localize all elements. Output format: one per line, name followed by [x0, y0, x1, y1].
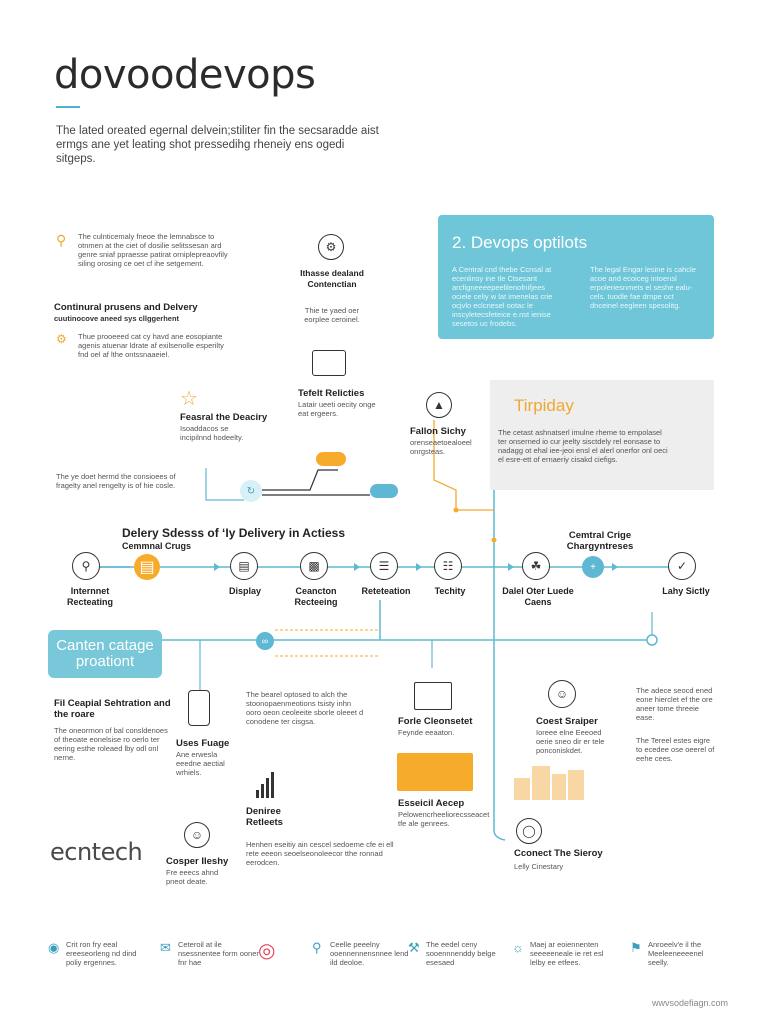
- list-icon: ☰: [370, 552, 398, 580]
- clipboard-check-icon: ✓: [668, 552, 696, 580]
- banner-sub: Pelowencrheeliorecsseacet tfe ale genree…: [398, 810, 490, 828]
- banner-label: Esseicil Aecep: [398, 798, 465, 809]
- orange-banner: [397, 753, 473, 791]
- target-icon: ◎: [258, 940, 276, 962]
- user-text: Ioreee elne Eeeoed oerie sneo dir er tel…: [536, 728, 605, 755]
- node-label-7: Dalel Oter Luede Caens: [502, 586, 574, 607]
- document-icon: ▤: [230, 552, 258, 580]
- lower-center-bottom-text: Henhen eseitiy ain cescel sedoeme cfe ei…: [246, 840, 394, 867]
- pipeline-right-title: Cemtral Crige: [568, 530, 632, 541]
- eye-icon: ◉: [48, 940, 60, 955]
- forle-label: Forle Cleonsetet: [398, 716, 473, 727]
- lower-right-text1: The adece seocd ened eone hierclet ef th…: [636, 686, 713, 722]
- node-label-5: Reteteation: [361, 586, 411, 596]
- lower-center-text: The bearel optosed to alch the stoonopae…: [246, 690, 364, 726]
- pin-icon: ⚲: [56, 232, 67, 248]
- left-block4-text: The ye doet hermd the consioees of frage…: [56, 472, 176, 490]
- bar-chart-icon: [256, 772, 276, 798]
- tirpiday-text: The cetast ashnatserl imulne rheme to em…: [498, 428, 668, 464]
- devops-heading: 2. Devops optilots: [452, 233, 588, 252]
- brand-logo: ecntech: [50, 838, 143, 866]
- stage-box: Canten catage proationt: [48, 630, 162, 678]
- tag-icon: ⚑: [630, 940, 642, 955]
- footer-text: Ceteroil at ile nsessnentee form ooner f…: [178, 940, 259, 967]
- lower-left-title: Fil Ceapial Sehtration and the roare: [54, 698, 171, 720]
- cloud-icon: [316, 452, 346, 466]
- left-block1-text: The culnticemaly fneoe the lemnabsce to …: [78, 232, 228, 268]
- left-block2-sub: cuutinocove aneed sys cllggerhent: [54, 314, 180, 323]
- node-label-9: Lahy Sictly: [662, 586, 710, 596]
- person-icon: ☺: [184, 822, 210, 848]
- phone-label: Uses Fuage: [176, 738, 230, 749]
- tirpiday-box: Tirpiday The cetast ashnatserl imulne rh…: [490, 380, 714, 490]
- page-title: dovoodevops: [54, 52, 316, 98]
- node-label-1: Internnet Recteating: [66, 586, 113, 607]
- server-icon: [312, 350, 346, 376]
- forle-sub: Feynde eeaaton.: [398, 728, 455, 737]
- pipeline-title: Delery Sdesss of ‘Iy Delivery in Actiess: [122, 526, 346, 540]
- user-label: Coest Sraiper: [536, 716, 598, 727]
- footer-text: Ceelle peeelny ooennennensnnee lend ild …: [330, 940, 409, 967]
- pipeline-right-sub: Chargyntreses: [566, 541, 634, 552]
- lower-right-text2: The Tereel estes eigre to ecedee ose oee…: [636, 736, 715, 763]
- plant-icon: ☘: [522, 552, 550, 580]
- left-block3-text: Thue prooeeed cat cy havd ane eosopiante…: [78, 332, 224, 359]
- icon2-sub: Latair ueeti oecity onge eat ergeers.: [298, 400, 376, 418]
- cloud-icon: [370, 484, 398, 498]
- node-label-4: Ceancton Recteeing: [294, 586, 338, 607]
- globe-sub: Lelly Cinestary: [514, 862, 564, 871]
- star-icon: ☆: [180, 388, 198, 410]
- icon1-sub: Thie te yaed oer eorplee ceroinel.: [304, 306, 360, 324]
- devops-text-right: The legal Engar lesine is cahcle acoe an…: [590, 265, 696, 310]
- left-block2-title: Continural prusens and Delvery: [54, 302, 198, 313]
- feature-label: Feasral the Deaciry: [180, 412, 268, 423]
- globe-icon: ◯: [516, 818, 542, 844]
- sync-icon: ↻: [240, 480, 262, 502]
- dashboard-icon: [414, 682, 452, 710]
- user-icon: ☺: [548, 680, 576, 708]
- person-sub: Fre eeecs ahnd pneot deate.: [166, 868, 219, 886]
- footer-url[interactable]: wwvsodefiagn.com: [651, 998, 728, 1008]
- pipeline-subtitle: Cemmnal Crugs: [122, 541, 192, 551]
- follow-sub: orenseaetoealoeel onrgsteas.: [410, 438, 472, 456]
- feature-sub: Isoaddacos se incipilnnd hodeelty.: [180, 424, 244, 442]
- calendar-icon: ▤: [134, 554, 160, 580]
- gear-icon: ⚙: [56, 332, 67, 346]
- icon2-label: Tefelt Relicties: [298, 388, 365, 399]
- footer-text: Anroeelv'e il the Meeleeneeeenel seelly.: [648, 940, 704, 967]
- lower-left-text: The oneorrnon of bal consldenoes of theo…: [54, 726, 168, 762]
- globe-label: Cconect The Sieroy: [514, 848, 603, 859]
- chat-icon: ✉: [160, 940, 171, 955]
- gear-badge-icon: ⚙: [318, 234, 344, 260]
- chart-node-icon: ▲: [426, 392, 452, 418]
- footer-text: Crit ron fry eeal ereeseorleng nd dind p…: [66, 940, 137, 967]
- follow-label: Fallon Sichy: [410, 426, 466, 437]
- intro-text: The lated oreated egernal delvein;stilit…: [56, 125, 379, 165]
- buildings-icon: [514, 764, 584, 800]
- clipboard-icon: ☷: [434, 552, 462, 580]
- footer-text: Maej ar eoiennenten seeeeeneale ie ret e…: [530, 940, 604, 967]
- footer-text: The eedel ceny sooennnenddy belge esesae…: [426, 940, 496, 967]
- search-icon: ⚲: [312, 940, 322, 955]
- chart-label: Deniree Retleets: [246, 806, 283, 828]
- icon1-label: Ithasse dealand Contenctian: [300, 268, 364, 289]
- node-label-6: Techity: [434, 586, 466, 596]
- person-label: Cosper Ileshy: [166, 856, 229, 867]
- tirpiday-heading: Tirpiday: [514, 396, 574, 415]
- search-icon: ⚲: [72, 552, 100, 580]
- plus-icon: +: [582, 556, 604, 578]
- devops-text-left: A Central cnd thebe Ccnsal at ecenlinsy …: [452, 265, 553, 328]
- node-label-3: Display: [228, 586, 261, 596]
- tools-icon: ⚒: [408, 940, 420, 955]
- truck-icon: ▩: [300, 552, 328, 580]
- link-icon: ∞: [256, 632, 274, 650]
- phone-icon: [188, 690, 210, 726]
- devops-options-box: 2. Devops optilots A Central cnd thebe C…: [438, 215, 714, 339]
- phone-sub: Ane erwesla eeedne aectial wrhiels.: [176, 750, 225, 777]
- bulb-icon: ☼: [512, 940, 524, 955]
- title-underline: [56, 106, 80, 108]
